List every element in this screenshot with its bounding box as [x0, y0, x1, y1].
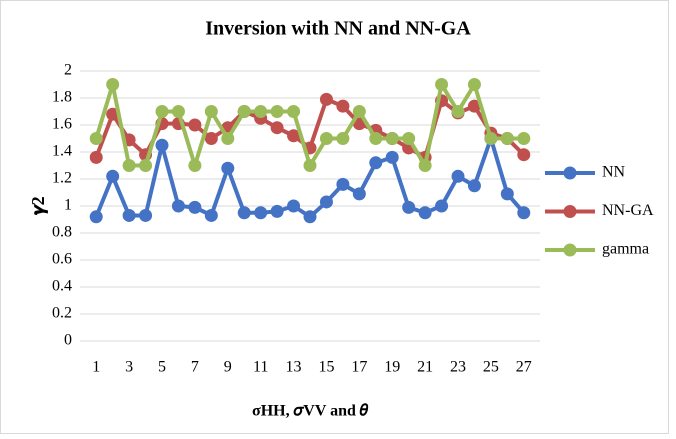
x-axis-label: σHH, 𝜎VV and 𝜃	[252, 403, 369, 420]
x-tick-label: 7	[191, 359, 199, 376]
point	[369, 132, 383, 145]
point	[500, 187, 514, 201]
point	[385, 150, 399, 164]
point	[106, 107, 120, 121]
point	[204, 105, 218, 118]
point	[106, 78, 120, 91]
point	[319, 195, 333, 209]
point	[319, 132, 333, 145]
x-tick-label: 5	[158, 359, 166, 376]
point	[402, 132, 416, 145]
x-tick-label: 1	[92, 359, 100, 376]
point	[336, 132, 350, 145]
legend-marker	[563, 243, 577, 257]
point	[89, 210, 103, 224]
point	[89, 132, 103, 145]
point	[122, 159, 136, 172]
y-tick-label: 0.4	[52, 278, 72, 295]
x-tick-label: 11	[253, 359, 268, 376]
legend-marker	[563, 166, 577, 180]
point	[500, 132, 514, 145]
point	[237, 206, 251, 220]
chart-border	[0, 0, 669, 434]
y-tick-label: 1.2	[52, 170, 72, 187]
y-tick-label: 1.8	[52, 89, 72, 106]
point	[188, 118, 202, 132]
y-axis-label: 𝜸2	[28, 196, 48, 215]
y-tick-label: 1	[64, 197, 72, 214]
point	[517, 148, 531, 162]
point	[122, 208, 136, 222]
y-tick-label: 0.6	[52, 251, 72, 268]
point	[517, 206, 531, 220]
point	[270, 204, 284, 218]
point	[451, 105, 465, 118]
point	[188, 159, 202, 172]
x-tick-label: 17	[351, 359, 367, 376]
point	[303, 159, 317, 172]
point	[303, 210, 317, 224]
y-tick-label: 0.8	[52, 224, 72, 241]
point	[435, 199, 449, 213]
point	[352, 105, 366, 118]
y-tick-label: 1.4	[52, 143, 72, 160]
point	[171, 199, 185, 213]
point	[270, 105, 284, 118]
point	[254, 206, 268, 220]
point	[155, 105, 169, 118]
x-tick-label: 25	[483, 359, 499, 376]
point	[204, 132, 218, 145]
point	[369, 156, 383, 170]
point	[336, 99, 350, 113]
y-tick-label: 1.6	[52, 116, 72, 133]
point	[467, 179, 481, 193]
x-tick-label: 23	[450, 359, 466, 376]
legend-label: gamma	[602, 241, 649, 258]
point	[155, 138, 169, 152]
x-tick-label: 13	[286, 359, 302, 376]
point	[467, 99, 481, 113]
x-tick-label: 19	[384, 359, 400, 376]
point	[270, 121, 284, 135]
point	[188, 200, 202, 214]
x-tick-label: 3	[125, 359, 133, 376]
point	[254, 105, 268, 118]
point	[319, 92, 333, 106]
y-tick-label: 0.2	[52, 305, 72, 322]
point	[418, 159, 432, 172]
point	[171, 105, 185, 118]
point	[221, 132, 235, 145]
chart-title: Inversion with NN and NN-GA	[205, 18, 471, 40]
x-tick-label: 15	[318, 359, 334, 376]
point	[287, 105, 301, 118]
point	[287, 199, 301, 213]
point	[352, 187, 366, 201]
x-tick-label: 21	[417, 359, 433, 376]
point	[237, 105, 251, 118]
x-tick-label: 27	[516, 359, 532, 376]
point	[106, 169, 120, 183]
point	[221, 161, 235, 175]
x-tick-label: 9	[224, 359, 232, 376]
point	[336, 177, 350, 191]
point	[467, 78, 481, 91]
point	[139, 208, 153, 222]
point	[484, 132, 498, 145]
point	[385, 132, 399, 145]
point	[89, 150, 103, 164]
point	[287, 129, 301, 143]
y-tick-label: 0	[64, 332, 72, 349]
legend-label: NN	[602, 164, 626, 181]
point	[451, 169, 465, 183]
legend-label: NN-GA	[602, 202, 654, 219]
point	[139, 159, 153, 172]
point	[402, 200, 416, 214]
point	[418, 206, 432, 220]
point	[435, 78, 449, 91]
point	[517, 132, 531, 145]
legend-marker	[563, 205, 577, 218]
point	[204, 208, 218, 222]
y-tick-label: 2	[64, 62, 72, 79]
